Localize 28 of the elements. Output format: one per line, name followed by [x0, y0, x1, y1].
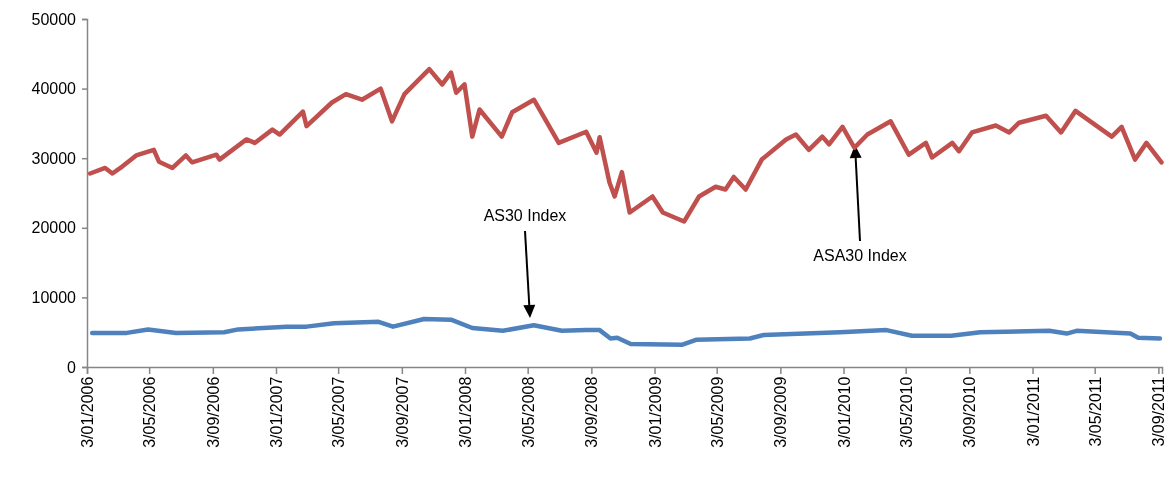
x-tick-label: 3/05/2007 [330, 376, 348, 448]
x-tick-label: 3/05/2009 [708, 376, 726, 448]
y-tick-label: 50000 [31, 10, 77, 28]
y-tick-label: 10000 [31, 289, 77, 307]
x-tick-label: 3/09/2008 [583, 376, 601, 448]
line-series [87, 66, 1164, 224]
annotation: ASA30 Index [813, 247, 907, 264]
x-tick-label: 3/09/2009 [772, 376, 790, 448]
x-tick-label: 3/09/2011 [1150, 376, 1164, 447]
x-tick-label: 3/05/2010 [897, 376, 915, 448]
x-tick-label: 3/01/2008 [457, 376, 475, 448]
y-tick-label: 20000 [31, 219, 77, 237]
x-tick-label: 3/09/2007 [393, 376, 411, 448]
annotation: AS30 Index [483, 207, 567, 224]
y-tick-label: 0 [67, 358, 77, 376]
line-series [89, 316, 1163, 347]
x-tick-label: 3/01/2006 [79, 376, 97, 448]
x-tick-label: 3/05/2006 [141, 376, 159, 448]
x-tick-label: 3/05/2011 [1086, 376, 1104, 447]
y-tick-label: 40000 [31, 80, 77, 98]
x-tick-label: 3/09/2006 [204, 376, 222, 448]
x-tick-label: 3/01/2009 [646, 376, 664, 448]
x-tick-label: 3/01/2007 [268, 376, 286, 448]
x-tick-label: 3/01/2010 [835, 376, 853, 448]
y-tick-label: 30000 [31, 149, 77, 167]
x-tick-label: 3/05/2008 [519, 376, 537, 448]
x-tick-label: 3/01/2011 [1024, 376, 1042, 447]
x-tick-label: 3/09/2010 [961, 376, 979, 448]
